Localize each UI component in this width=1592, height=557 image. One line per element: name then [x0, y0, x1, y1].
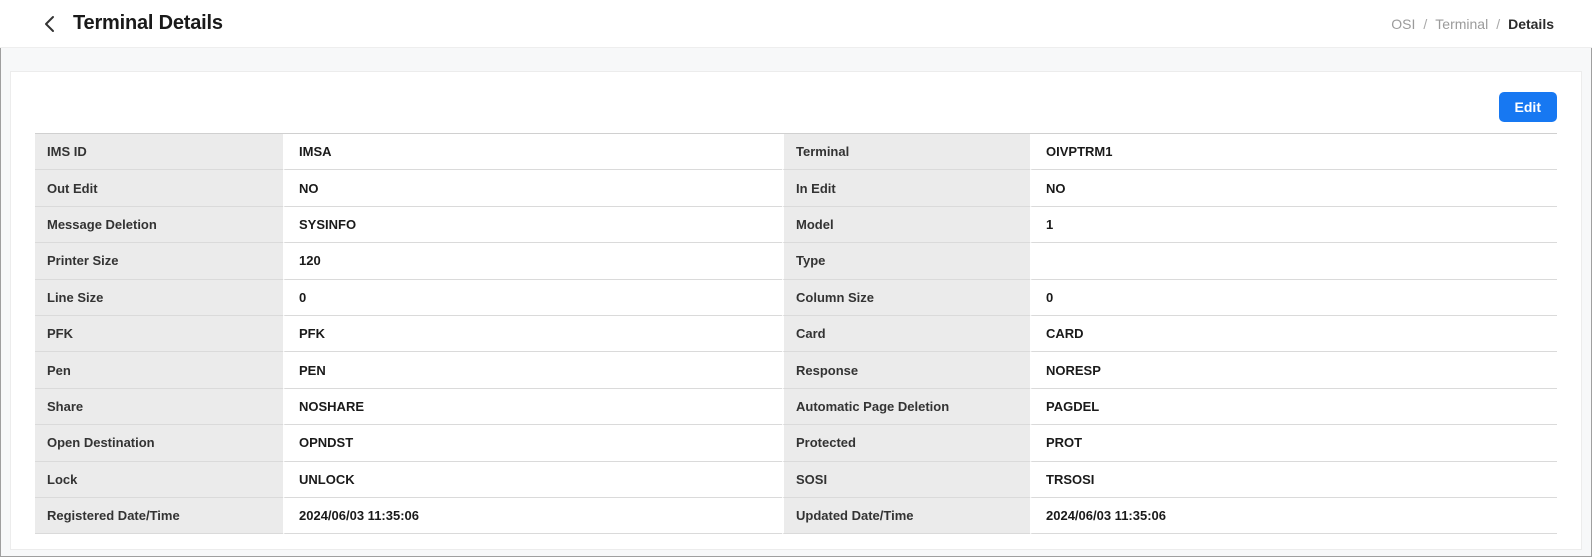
field-label: Model	[782, 206, 1030, 244]
details-card: Edit IMS ID IMSA Terminal OIVPTRM1 Out E…	[10, 71, 1582, 550]
field-value: 1	[1030, 206, 1557, 244]
page-title: Terminal Details	[73, 12, 223, 34]
table-row: PFK PFK Card CARD	[35, 315, 1557, 353]
breadcrumb-separator: /	[1496, 15, 1501, 32]
field-value: TRSOSI	[1030, 461, 1557, 498]
field-value: PROT	[1030, 425, 1557, 462]
field-value: IMSA	[283, 134, 782, 171]
field-value: SYSINFO	[283, 206, 782, 244]
field-value: 2024/06/03 11:35:06	[283, 497, 782, 535]
field-label: In Edit	[782, 170, 1030, 207]
field-label: Response	[782, 352, 1030, 389]
back-button[interactable]	[38, 13, 60, 35]
table-row: Out Edit NO In Edit NO	[35, 170, 1557, 207]
field-label: Updated Date/Time	[782, 497, 1030, 535]
edit-button[interactable]: Edit	[1498, 92, 1557, 122]
field-label: Registered Date/Time	[35, 497, 283, 535]
field-label: Lock	[35, 461, 283, 498]
field-value: CARD	[1030, 315, 1557, 353]
field-value: 120	[283, 243, 782, 280]
field-value	[1030, 243, 1557, 280]
field-value: PAGDEL	[1030, 388, 1557, 426]
table-row: Open Destination OPNDST Protected PROT	[35, 425, 1557, 462]
field-label: Terminal	[782, 134, 1030, 171]
field-value: NORESP	[1030, 352, 1557, 389]
breadcrumb: OSI / Terminal / Details	[1391, 16, 1554, 32]
field-value: NOSHARE	[283, 388, 782, 426]
field-label: Open Destination	[35, 425, 283, 462]
table-row: Lock UNLOCK SOSI TRSOSI	[35, 461, 1557, 498]
table-row: Printer Size 120 Type	[35, 243, 1557, 280]
main-content: Edit IMS ID IMSA Terminal OIVPTRM1 Out E…	[0, 48, 1592, 557]
field-label: SOSI	[782, 461, 1030, 498]
table-row: Pen PEN Response NORESP	[35, 352, 1557, 389]
field-value: NO	[283, 170, 782, 207]
field-value: NO	[1030, 170, 1557, 207]
field-value: PFK	[283, 315, 782, 353]
field-label: PFK	[35, 315, 283, 353]
field-value: 0	[1030, 279, 1557, 316]
field-label: Automatic Page Deletion	[782, 388, 1030, 426]
breadcrumb-separator: /	[1423, 15, 1428, 32]
chevron-left-icon	[44, 15, 55, 33]
table-row: Registered Date/Time 2024/06/03 11:35:06…	[35, 497, 1557, 535]
details-table-body: IMS ID IMSA Terminal OIVPTRM1 Out Edit N…	[35, 134, 1557, 535]
field-value: 2024/06/03 11:35:06	[1030, 497, 1557, 535]
field-label: Protected	[782, 425, 1030, 462]
table-row: Message Deletion SYSINFO Model 1	[35, 206, 1557, 244]
field-value: OPNDST	[283, 425, 782, 462]
field-label: Out Edit	[35, 170, 283, 207]
breadcrumb-item-details: Details	[1508, 15, 1554, 32]
page-header: Terminal Details OSI / Terminal / Detail…	[0, 0, 1592, 48]
card-toolbar: Edit	[35, 92, 1557, 122]
field-value: 0	[283, 279, 782, 316]
field-value: OIVPTRM1	[1030, 134, 1557, 171]
field-label: Card	[782, 315, 1030, 353]
field-label: Share	[35, 388, 283, 426]
field-label: IMS ID	[35, 134, 283, 171]
field-value: PEN	[283, 352, 782, 389]
field-label: Type	[782, 243, 1030, 280]
field-label: Line Size	[35, 279, 283, 316]
field-label: Pen	[35, 352, 283, 389]
field-label: Printer Size	[35, 243, 283, 280]
details-table: IMS ID IMSA Terminal OIVPTRM1 Out Edit N…	[35, 133, 1557, 535]
table-row: IMS ID IMSA Terminal OIVPTRM1	[35, 134, 1557, 171]
table-row: Line Size 0 Column Size 0	[35, 279, 1557, 316]
field-label: Message Deletion	[35, 206, 283, 244]
breadcrumb-item-terminal[interactable]: Terminal	[1435, 15, 1489, 32]
breadcrumb-item-osi[interactable]: OSI	[1391, 15, 1416, 32]
field-label: Column Size	[782, 279, 1030, 316]
field-value: UNLOCK	[283, 461, 782, 498]
table-row: Share NOSHARE Automatic Page Deletion PA…	[35, 388, 1557, 426]
